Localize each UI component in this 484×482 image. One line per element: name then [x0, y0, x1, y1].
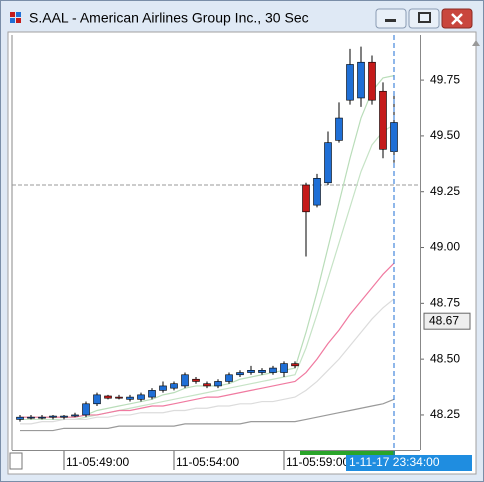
candle-body — [115, 396, 123, 399]
candle-body — [236, 372, 244, 376]
candle-body — [27, 416, 35, 419]
candle-body — [60, 415, 68, 418]
y-tick-label: 48.75 — [430, 296, 460, 310]
y-tick-label: 48.25 — [430, 407, 460, 421]
candle-body — [280, 363, 288, 373]
y-tick-label: 49.50 — [430, 128, 460, 142]
x-tick-label: 11-05:54:00 — [176, 455, 239, 469]
candle-body — [214, 381, 222, 387]
candle-body — [313, 178, 321, 206]
marker-label: 48.67 — [429, 313, 459, 327]
corner-box[interactable] — [9, 452, 23, 470]
candle-body — [148, 390, 156, 398]
candle-body — [71, 414, 79, 417]
scroll-up[interactable] — [472, 40, 480, 46]
candle-body — [181, 374, 189, 387]
indicator-line — [20, 398, 395, 432]
x-tick-label: 11-05:49:00 — [66, 455, 129, 469]
candle-body — [258, 370, 266, 373]
candle-body — [203, 383, 211, 387]
y-tick-label: 48.50 — [430, 351, 460, 365]
candle-body — [192, 378, 200, 382]
candle-body — [269, 367, 277, 373]
candle-body — [16, 416, 24, 420]
candle-body — [38, 416, 46, 419]
candle-body — [346, 64, 354, 101]
candle-body — [335, 117, 343, 141]
candle-body — [291, 363, 299, 367]
app-icon — [10, 12, 21, 23]
indicator-line — [20, 298, 395, 425]
minimize-button[interactable] — [375, 8, 407, 29]
plot: 48.25 48.50 48.75 49.00 49.25 49.50 49.75 11-05… — [12, 35, 472, 471]
candle-body — [93, 394, 101, 405]
chart-panel — [7, 31, 477, 475]
y-tick-label: 49.75 — [430, 72, 460, 86]
maximize-button[interactable] — [408, 8, 440, 29]
candle-body — [302, 184, 310, 213]
close-button[interactable] — [441, 8, 473, 29]
marker-label-box — [423, 312, 471, 330]
candle-body — [82, 403, 90, 416]
scroll-indicator — [300, 451, 395, 455]
window-title: S.AAL - American Airlines Group Inc., 30… — [29, 10, 309, 26]
candle-body — [225, 374, 233, 382]
candle-body — [368, 61, 376, 101]
x-tick-label: 11-05:59:00 — [286, 455, 349, 469]
candle-body — [159, 385, 167, 391]
candle-body — [49, 415, 57, 418]
indicator-line — [20, 124, 395, 421]
candle-body — [126, 396, 134, 400]
candle-body — [170, 383, 178, 389]
candle-body — [137, 394, 145, 400]
candle-body — [379, 90, 387, 150]
crosshair-label-box — [346, 455, 472, 471]
candle-body — [247, 370, 255, 373]
indicator-line — [20, 262, 395, 418]
crosshair-label: 1-11-17 23:34:00 — [349, 455, 440, 469]
candle-body — [104, 395, 112, 399]
candle-body — [357, 61, 365, 99]
candle-body — [324, 142, 332, 184]
y-tick-label: 49.00 — [430, 240, 460, 254]
y-tick-label: 49.25 — [430, 184, 460, 198]
